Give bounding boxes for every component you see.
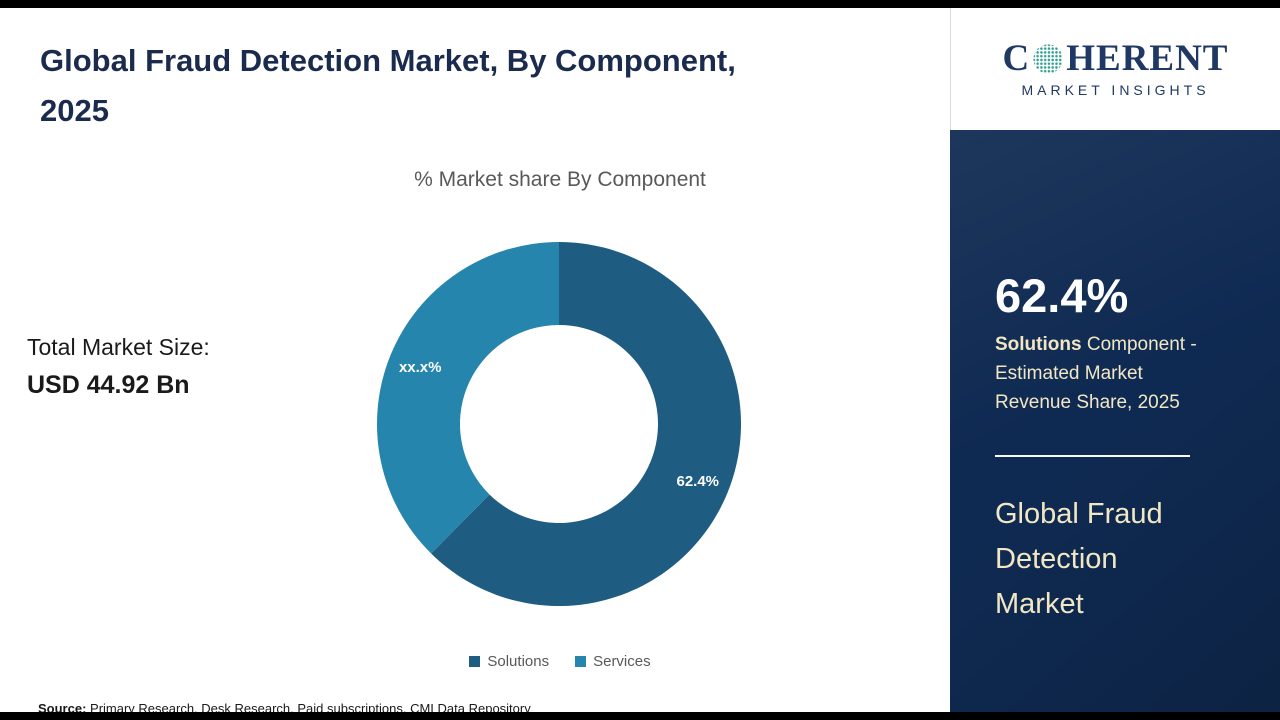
- bottom-border-bar: [0, 712, 1280, 720]
- sidebar-navy-panel: 62.4% Solutions Component - Estimated Ma…: [950, 130, 1280, 712]
- services-swatch-icon: [575, 656, 587, 667]
- stat-label-rest: Component - Estimated Market Revenue Sha…: [995, 334, 1197, 413]
- brand-text-before: C: [1002, 38, 1031, 79]
- market-size-label: Total Market Size:: [27, 334, 210, 360]
- legend-label: Services: [593, 653, 651, 670]
- market-size-value: USD 44.92 Bn: [27, 371, 190, 399]
- sidebar-divider: [995, 455, 1190, 457]
- legend-label: Solutions: [487, 653, 550, 670]
- donut-slice-solutions: [431, 242, 741, 606]
- legend-item-services: Services: [575, 653, 651, 670]
- top-border-bar: [0, 0, 1280, 8]
- brand-tagline: MARKET INSIGHTS: [1021, 82, 1210, 98]
- page-title: Global Fraud Detection Market, By Compon…: [40, 36, 920, 136]
- legend-item-solutions: Solutions: [469, 653, 549, 670]
- brand-text-after: HERENT: [1066, 38, 1229, 79]
- market-size-block: Total Market Size: USD 44.92 Bn: [27, 334, 210, 400]
- chart-subtitle: % Market share By Component: [414, 168, 706, 191]
- logo-area: C HERENT MARKET INSIGHTS: [950, 8, 1280, 130]
- donut-chart: 62.4% xx.x%: [377, 242, 741, 606]
- donut-slice-services: [377, 242, 559, 554]
- stat-label-highlight: Solutions: [995, 334, 1082, 355]
- solutions-swatch-icon: [469, 656, 481, 667]
- main-content: Global Fraud Detection Market, By Compon…: [0, 8, 950, 716]
- stat-label: Solutions Component - Estimated Market R…: [995, 330, 1210, 417]
- slice-label-services: xx.x%: [399, 359, 442, 376]
- sidebar-panel-title: Global Fraud Detection Market: [995, 498, 1163, 620]
- slice-label-solutions: 62.4%: [676, 473, 719, 490]
- page-title-line1: Global Fraud Detection Market, By Compon…: [40, 43, 736, 78]
- stat-value: 62.4%: [995, 269, 1129, 322]
- brand-logo: C HERENT: [1003, 40, 1229, 77]
- sidebar: C HERENT MARKET INSIGHTS 62.4% Solutions…: [950, 8, 1280, 712]
- globe-dots-icon: [1032, 43, 1064, 75]
- page-title-line2: 2025: [40, 93, 109, 128]
